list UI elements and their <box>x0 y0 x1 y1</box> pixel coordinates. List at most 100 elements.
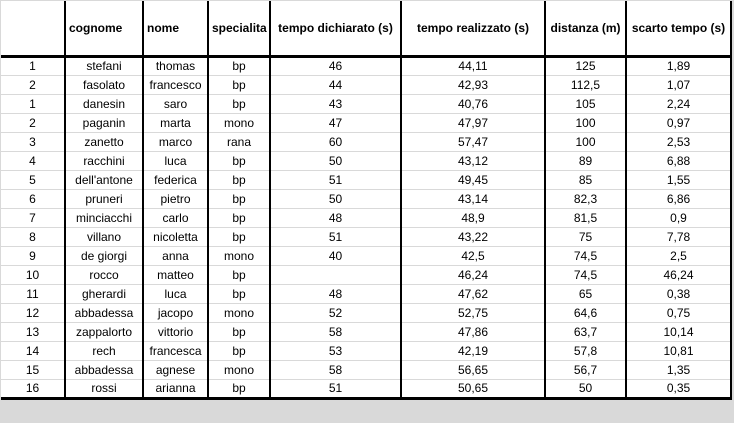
cell-tempo_dichiarato[interactable]: 60 <box>269 132 402 152</box>
cell-distanza[interactable]: 64,6 <box>544 303 627 323</box>
cell-tempo_realizzato[interactable]: 43,14 <box>400 189 546 209</box>
cell-distanza[interactable]: 100 <box>544 132 627 152</box>
cell-specialita[interactable]: bp <box>207 56 271 76</box>
cell-tempo_dichiarato[interactable]: 53 <box>269 341 402 361</box>
cell-tempo_realizzato[interactable]: 43,12 <box>400 151 546 171</box>
cell-tempo_dichiarato[interactable]: 40 <box>269 246 402 266</box>
cell-nome[interactable]: federica <box>142 170 209 190</box>
cell-rank[interactable]: 11 <box>1 284 66 304</box>
cell-tempo_realizzato[interactable]: 52,75 <box>400 303 546 323</box>
cell-distanza[interactable]: 50 <box>544 379 627 400</box>
cell-scarto_tempo[interactable]: 0,38 <box>625 284 732 304</box>
cell-cognome[interactable]: villano <box>64 227 144 247</box>
cell-distanza[interactable]: 63,7 <box>544 322 627 342</box>
cell-tempo_dichiarato[interactable] <box>269 265 402 285</box>
cell-tempo_realizzato[interactable]: 42,93 <box>400 75 546 95</box>
cell-nome[interactable]: vittorio <box>142 322 209 342</box>
cell-tempo_realizzato[interactable]: 56,65 <box>400 360 546 380</box>
cell-nome[interactable]: arianna <box>142 379 209 400</box>
cell-distanza[interactable]: 105 <box>544 94 627 114</box>
cell-rank[interactable]: 3 <box>1 132 66 152</box>
cell-scarto_tempo[interactable]: 10,81 <box>625 341 732 361</box>
cell-rank[interactable]: 2 <box>1 113 66 133</box>
cell-tempo_dichiarato[interactable]: 51 <box>269 379 402 400</box>
cell-scarto_tempo[interactable]: 1,89 <box>625 56 732 76</box>
cell-scarto_tempo[interactable]: 1,07 <box>625 75 732 95</box>
cell-specialita[interactable]: mono <box>207 303 271 323</box>
cell-scarto_tempo[interactable]: 0,35 <box>625 379 732 400</box>
column-header-rank[interactable] <box>1 1 66 58</box>
column-header-scarto_tempo[interactable]: scarto tempo (s) <box>625 1 732 58</box>
cell-distanza[interactable]: 57,8 <box>544 341 627 361</box>
cell-tempo_dichiarato[interactable]: 50 <box>269 189 402 209</box>
cell-scarto_tempo[interactable]: 46,24 <box>625 265 732 285</box>
cell-distanza[interactable]: 65 <box>544 284 627 304</box>
cell-scarto_tempo[interactable]: 7,78 <box>625 227 732 247</box>
cell-cognome[interactable]: zanetto <box>64 132 144 152</box>
cell-cognome[interactable]: abbadessa <box>64 360 144 380</box>
cell-specialita[interactable]: bp <box>207 227 271 247</box>
cell-tempo_realizzato[interactable]: 47,86 <box>400 322 546 342</box>
cell-rank[interactable]: 14 <box>1 341 66 361</box>
cell-rank[interactable]: 9 <box>1 246 66 266</box>
column-header-distanza[interactable]: distanza (m) <box>544 1 627 58</box>
cell-rank[interactable]: 1 <box>1 56 66 76</box>
cell-specialita[interactable]: bp <box>207 75 271 95</box>
cell-nome[interactable]: jacopo <box>142 303 209 323</box>
cell-scarto_tempo[interactable]: 1,55 <box>625 170 732 190</box>
column-header-nome[interactable]: nome <box>142 1 209 58</box>
cell-tempo_dichiarato[interactable]: 47 <box>269 113 402 133</box>
cell-tempo_realizzato[interactable]: 42,19 <box>400 341 546 361</box>
cell-nome[interactable]: saro <box>142 94 209 114</box>
cell-scarto_tempo[interactable]: 6,86 <box>625 189 732 209</box>
cell-tempo_realizzato[interactable]: 46,24 <box>400 265 546 285</box>
column-header-specialita[interactable]: specialita <box>207 1 271 58</box>
cell-cognome[interactable]: stefani <box>64 56 144 76</box>
cell-tempo_dichiarato[interactable]: 44 <box>269 75 402 95</box>
cell-nome[interactable]: anna <box>142 246 209 266</box>
cell-cognome[interactable]: paganin <box>64 113 144 133</box>
cell-specialita[interactable]: bp <box>207 322 271 342</box>
cell-specialita[interactable]: bp <box>207 379 271 400</box>
cell-scarto_tempo[interactable]: 0,97 <box>625 113 732 133</box>
cell-tempo_realizzato[interactable]: 42,5 <box>400 246 546 266</box>
cell-tempo_realizzato[interactable]: 48,9 <box>400 208 546 228</box>
cell-tempo_dichiarato[interactable]: 46 <box>269 56 402 76</box>
cell-nome[interactable]: carlo <box>142 208 209 228</box>
cell-distanza[interactable]: 112,5 <box>544 75 627 95</box>
cell-rank[interactable]: 15 <box>1 360 66 380</box>
cell-cognome[interactable]: rech <box>64 341 144 361</box>
cell-cognome[interactable]: rocco <box>64 265 144 285</box>
cell-cognome[interactable]: danesin <box>64 94 144 114</box>
cell-distanza[interactable]: 89 <box>544 151 627 171</box>
cell-tempo_dichiarato[interactable]: 52 <box>269 303 402 323</box>
cell-tempo_dichiarato[interactable]: 58 <box>269 322 402 342</box>
cell-tempo_dichiarato[interactable]: 51 <box>269 227 402 247</box>
cell-specialita[interactable]: bp <box>207 151 271 171</box>
cell-nome[interactable]: luca <box>142 151 209 171</box>
cell-cognome[interactable]: abbadessa <box>64 303 144 323</box>
cell-specialita[interactable]: bp <box>207 341 271 361</box>
cell-rank[interactable]: 10 <box>1 265 66 285</box>
cell-rank[interactable]: 8 <box>1 227 66 247</box>
cell-nome[interactable]: luca <box>142 284 209 304</box>
cell-distanza[interactable]: 85 <box>544 170 627 190</box>
cell-rank[interactable]: 2 <box>1 75 66 95</box>
cell-scarto_tempo[interactable]: 10,14 <box>625 322 732 342</box>
cell-scarto_tempo[interactable]: 0,9 <box>625 208 732 228</box>
cell-rank[interactable]: 5 <box>1 170 66 190</box>
cell-rank[interactable]: 1 <box>1 94 66 114</box>
cell-specialita[interactable]: mono <box>207 246 271 266</box>
cell-rank[interactable]: 12 <box>1 303 66 323</box>
cell-scarto_tempo[interactable]: 0,75 <box>625 303 732 323</box>
cell-distanza[interactable]: 82,3 <box>544 189 627 209</box>
cell-cognome[interactable]: fasolato <box>64 75 144 95</box>
cell-scarto_tempo[interactable]: 2,53 <box>625 132 732 152</box>
cell-scarto_tempo[interactable]: 2,5 <box>625 246 732 266</box>
cell-specialita[interactable]: bp <box>207 265 271 285</box>
cell-tempo_realizzato[interactable]: 50,65 <box>400 379 546 400</box>
cell-cognome[interactable]: minciacchi <box>64 208 144 228</box>
cell-tempo_realizzato[interactable]: 47,62 <box>400 284 546 304</box>
cell-scarto_tempo[interactable]: 2,24 <box>625 94 732 114</box>
column-header-cognome[interactable]: cognome <box>64 1 144 58</box>
